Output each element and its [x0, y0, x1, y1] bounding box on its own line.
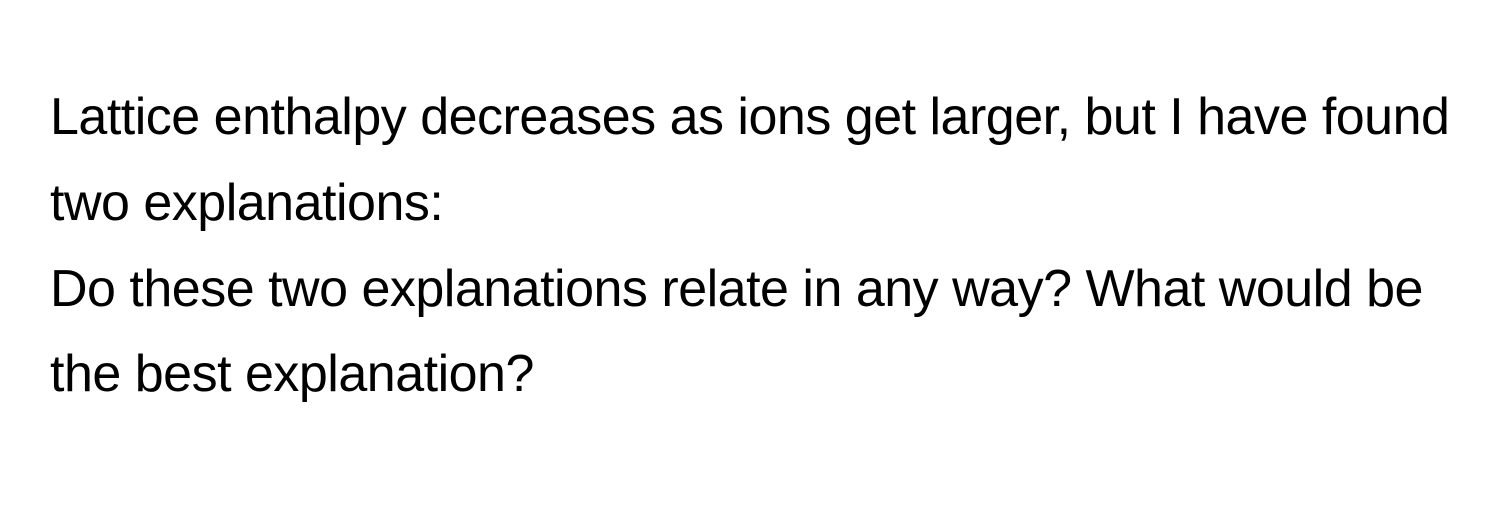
paragraph-1: Lattice enthalpy decreases as ions get l…: [50, 75, 1450, 247]
document-body: Lattice enthalpy decreases as ions get l…: [50, 75, 1450, 418]
paragraph-2: Do these two explanations relate in any …: [50, 247, 1450, 419]
